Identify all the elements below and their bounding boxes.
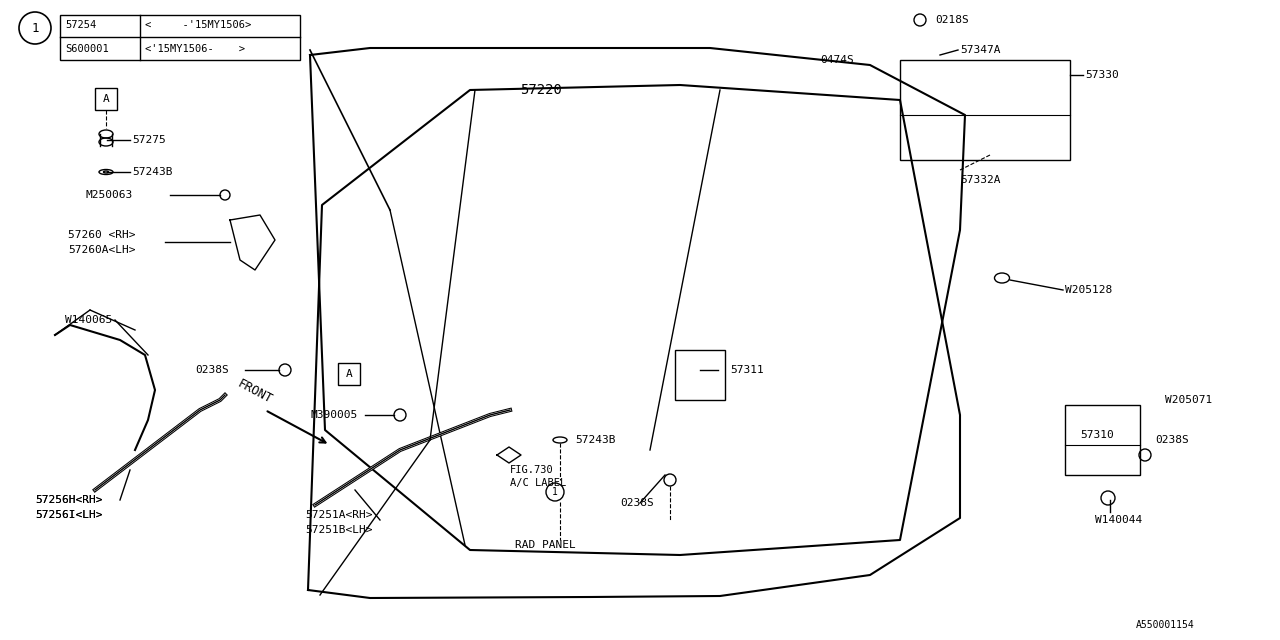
Text: 57220: 57220	[520, 83, 562, 97]
Text: 57347A: 57347A	[960, 45, 1001, 55]
Text: W205071: W205071	[1165, 395, 1212, 405]
Text: 57311: 57311	[730, 365, 764, 375]
Text: 57251A<RH>: 57251A<RH>	[305, 510, 372, 520]
Text: W140044: W140044	[1094, 515, 1142, 525]
Text: A: A	[346, 369, 352, 379]
Bar	[1065, 405, 1140, 475]
Text: 57310: 57310	[1080, 430, 1114, 440]
Text: FRONT: FRONT	[236, 378, 275, 406]
Text: 57243B: 57243B	[132, 167, 173, 177]
Text: A/C LABEL: A/C LABEL	[509, 478, 566, 488]
Text: A: A	[102, 94, 109, 104]
Text: 57256H<RH>: 57256H<RH>	[35, 495, 102, 505]
Text: 1: 1	[31, 22, 38, 35]
Bar	[338, 363, 360, 385]
Text: S600001: S600001	[65, 44, 109, 54]
Text: 57330: 57330	[1085, 70, 1119, 80]
Text: 0238S: 0238S	[195, 365, 229, 375]
Bar	[60, 15, 300, 60]
Bar	[900, 60, 1070, 160]
Text: 57256I<LH>: 57256I<LH>	[35, 510, 102, 520]
Text: 57260A<LH>: 57260A<LH>	[68, 245, 136, 255]
Text: 57256H<RH>: 57256H<RH>	[35, 495, 102, 505]
Text: RAD PANEL: RAD PANEL	[515, 540, 576, 550]
Text: 0238S: 0238S	[620, 498, 654, 508]
Text: W140065: W140065	[65, 315, 113, 325]
Text: 57251B<LH>: 57251B<LH>	[305, 525, 372, 535]
Text: <     -'15MY1506>: < -'15MY1506>	[145, 20, 251, 30]
Text: 57275: 57275	[132, 135, 165, 145]
Text: FIG.730: FIG.730	[509, 465, 554, 475]
Text: 57332A: 57332A	[960, 175, 1001, 185]
Text: 57254: 57254	[65, 20, 96, 30]
Text: 57260 <RH>: 57260 <RH>	[68, 230, 136, 240]
Text: 1: 1	[552, 487, 558, 497]
Text: 0238S: 0238S	[1155, 435, 1189, 445]
Text: M390005: M390005	[310, 410, 357, 420]
Text: 0218S: 0218S	[934, 15, 969, 25]
Text: 57243B: 57243B	[575, 435, 616, 445]
Text: W205128: W205128	[1065, 285, 1112, 295]
Bar	[675, 350, 724, 400]
Text: <'15MY1506-    >: <'15MY1506- >	[145, 44, 244, 54]
Bar	[95, 88, 116, 110]
Text: M250063: M250063	[84, 190, 132, 200]
Text: A550001154: A550001154	[1137, 620, 1196, 630]
Text: 57256I<LH>: 57256I<LH>	[35, 510, 102, 520]
Text: 0474S: 0474S	[820, 55, 854, 65]
